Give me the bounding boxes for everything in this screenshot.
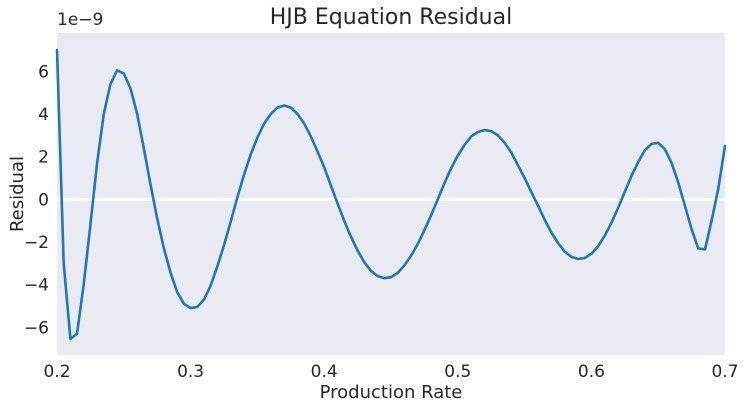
series-line-0 (55, 48, 727, 341)
y-offset-label: 1e−9 (57, 10, 103, 30)
x-tick-label: 0.2 (43, 362, 70, 382)
x-tick-label: 0.5 (444, 362, 471, 382)
y-tick-label: 2 (38, 148, 49, 168)
x-tick-label: 0.7 (711, 362, 738, 382)
x-tick-label: 0.6 (578, 362, 605, 382)
plot-area (57, 33, 725, 355)
y-axis-label: Residual (7, 156, 28, 232)
y-tick-label: 0 (38, 190, 49, 210)
x-axis-label: Production Rate (320, 382, 463, 403)
y-tick-label: −4 (24, 276, 49, 296)
y-tick-label: −2 (24, 233, 49, 253)
y-tick-label: 4 (38, 105, 49, 125)
x-tick-label: 0.4 (311, 362, 338, 382)
x-tick-label: 0.3 (177, 362, 204, 382)
y-tick-label: −6 (24, 318, 49, 338)
chart-title: HJB Equation Residual (270, 5, 512, 30)
y-tick-label: 6 (38, 62, 49, 82)
